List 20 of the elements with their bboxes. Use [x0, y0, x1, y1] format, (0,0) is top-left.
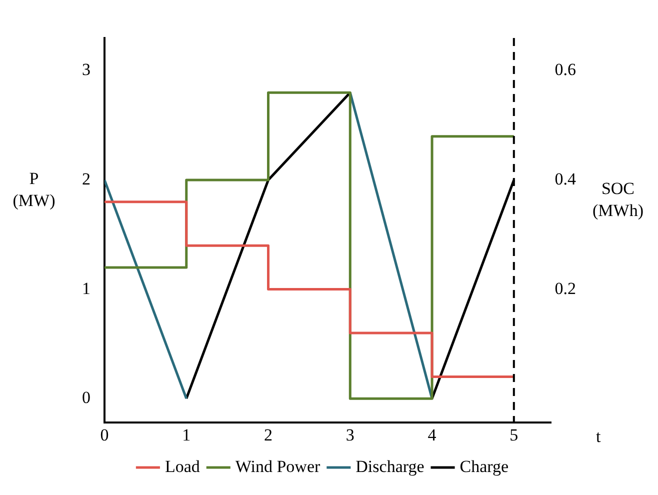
x-tick-label: 4 [428, 425, 437, 444]
y-tick-label: 0 [82, 388, 90, 408]
x-axis-title: t [596, 426, 601, 448]
y2-tick-label: 0.2 [554, 278, 576, 298]
legend-label: Discharge [356, 456, 424, 476]
legend-label: Wind Power [235, 456, 320, 476]
legend-label: Charge [460, 456, 509, 476]
x-tick-label: 2 [264, 425, 273, 444]
x-tick-label: 5 [510, 425, 518, 444]
y2-axis-title: SOC (MWh) [592, 178, 644, 222]
x-tick-label: 3 [346, 425, 354, 444]
x-tick-label: 0 [100, 425, 109, 444]
y-tick-label: 3 [82, 60, 90, 80]
y-tick-label: 1 [82, 278, 90, 298]
y2-tick-label: 0.4 [554, 170, 576, 189]
x-tick-label: 1 [182, 425, 191, 444]
y2-tick-label: 0.6 [554, 60, 576, 80]
y-axis-title: P (MW) [12, 168, 56, 212]
legend-label: Load [164, 456, 200, 476]
y-tick-label: 2 [82, 170, 90, 189]
